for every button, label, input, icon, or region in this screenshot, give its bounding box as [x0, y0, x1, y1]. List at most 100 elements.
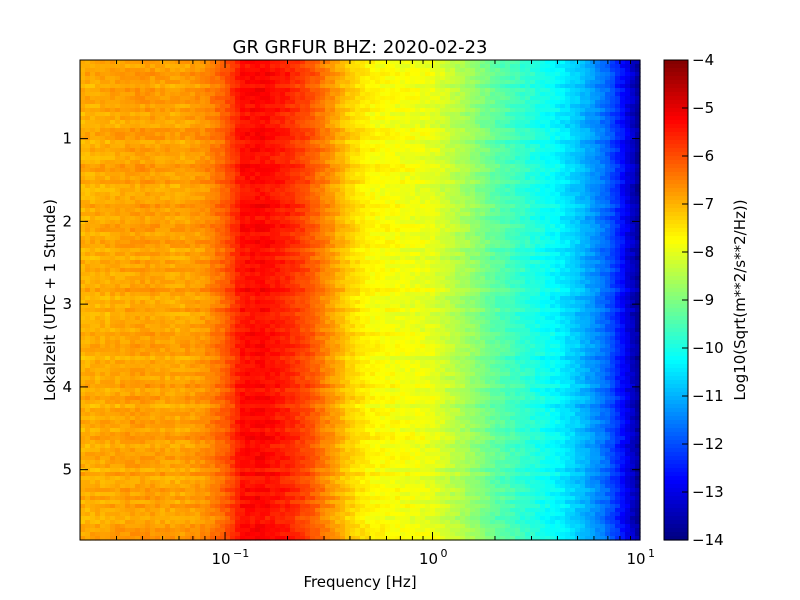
heatmap-cell	[245, 164, 251, 169]
heatmap-cell	[205, 156, 211, 161]
heatmap-cell	[195, 116, 201, 121]
heatmap-cell	[200, 100, 206, 105]
heatmap-cell	[250, 480, 256, 485]
heatmap-cell	[85, 100, 91, 105]
heatmap-cell	[250, 468, 256, 473]
heatmap-cell	[190, 432, 196, 437]
heatmap-cell	[180, 212, 186, 217]
heatmap-cell	[130, 288, 136, 293]
heatmap-cell	[185, 176, 191, 181]
heatmap-cell	[260, 212, 266, 217]
heatmap-cell	[85, 316, 91, 321]
heatmap-cell	[225, 136, 231, 141]
heatmap-cell	[260, 532, 266, 537]
heatmap-cell	[275, 188, 281, 193]
heatmap-cell	[230, 360, 236, 365]
heatmap-cell	[270, 376, 276, 381]
heatmap-cell	[85, 456, 91, 461]
heatmap-cell	[125, 252, 131, 257]
heatmap-cell	[100, 148, 106, 153]
heatmap-cell	[195, 176, 201, 181]
heatmap-cell	[255, 316, 261, 321]
heatmap-cell	[145, 236, 151, 241]
heatmap-cell	[265, 172, 271, 177]
heatmap-cell	[120, 112, 126, 117]
heatmap-cell	[150, 492, 156, 497]
heatmap-cell	[255, 364, 261, 369]
heatmap-cell	[165, 488, 171, 493]
heatmap-cell	[145, 108, 151, 113]
heatmap-cell	[160, 100, 166, 105]
heatmap-cell	[125, 144, 131, 149]
heatmap-cell	[275, 152, 281, 157]
heatmap-cell	[270, 96, 276, 101]
heatmap-cell	[200, 292, 206, 297]
heatmap-cell	[140, 416, 146, 421]
heatmap-cell	[180, 492, 186, 497]
heatmap-cell	[85, 228, 91, 233]
heatmap-cell	[225, 432, 231, 437]
heatmap-cell	[95, 284, 101, 289]
heatmap-cell	[165, 188, 171, 193]
heatmap-cell	[80, 108, 86, 113]
heatmap-cell	[250, 368, 256, 373]
heatmap-cell	[130, 120, 136, 125]
heatmap-cell	[220, 176, 226, 181]
heatmap-cell	[260, 496, 266, 501]
heatmap-cell	[95, 336, 101, 341]
heatmap-cell	[215, 108, 221, 113]
heatmap-cell	[80, 208, 86, 213]
heatmap-cell	[260, 124, 266, 129]
heatmap-cell	[130, 60, 136, 65]
heatmap-cell	[130, 84, 136, 89]
heatmap-cell	[195, 60, 201, 65]
heatmap-cell	[285, 316, 291, 321]
heatmap-cell	[250, 148, 256, 153]
heatmap-cell	[80, 520, 86, 525]
heatmap-cell	[105, 252, 111, 257]
heatmap-cell	[205, 348, 211, 353]
heatmap-cell	[275, 196, 281, 201]
heatmap-cell	[120, 296, 126, 301]
heatmap-cell	[230, 496, 236, 501]
heatmap-cell	[270, 204, 276, 209]
heatmap-cell	[245, 392, 251, 397]
heatmap-cell	[115, 152, 121, 157]
heatmap-cell	[260, 280, 266, 285]
heatmap-cell	[125, 220, 131, 225]
heatmap-cell	[220, 280, 226, 285]
heatmap-cell	[130, 484, 136, 489]
heatmap-cell	[180, 456, 186, 461]
heatmap-cell	[270, 472, 276, 477]
heatmap-cell	[220, 464, 226, 469]
heatmap-cell	[110, 400, 116, 405]
heatmap-cell	[215, 404, 221, 409]
heatmap-cell	[215, 64, 221, 69]
heatmap-cell	[100, 472, 106, 477]
heatmap-cell	[105, 92, 111, 97]
heatmap-cell	[270, 388, 276, 393]
heatmap-cell	[175, 384, 181, 389]
heatmap-cell	[245, 264, 251, 269]
heatmap-cell	[130, 140, 136, 145]
heatmap-cell	[250, 516, 256, 521]
heatmap-cell	[105, 180, 111, 185]
heatmap-cell	[225, 516, 231, 521]
heatmap-cell	[95, 248, 101, 253]
heatmap-cell	[215, 204, 221, 209]
heatmap-cell	[175, 496, 181, 501]
heatmap-cell	[195, 392, 201, 397]
heatmap-cell	[140, 288, 146, 293]
heatmap-cell	[105, 104, 111, 109]
heatmap-cell	[260, 436, 266, 441]
heatmap-cell	[105, 196, 111, 201]
heatmap-cell	[240, 352, 246, 357]
heatmap-cell	[125, 340, 131, 345]
heatmap-cell	[200, 388, 206, 393]
heatmap-cell	[260, 464, 266, 469]
heatmap-cell	[205, 308, 211, 313]
heatmap-cell	[265, 236, 271, 241]
heatmap-cell	[120, 140, 126, 145]
heatmap-cell	[275, 224, 281, 229]
heatmap-cell	[235, 152, 241, 157]
